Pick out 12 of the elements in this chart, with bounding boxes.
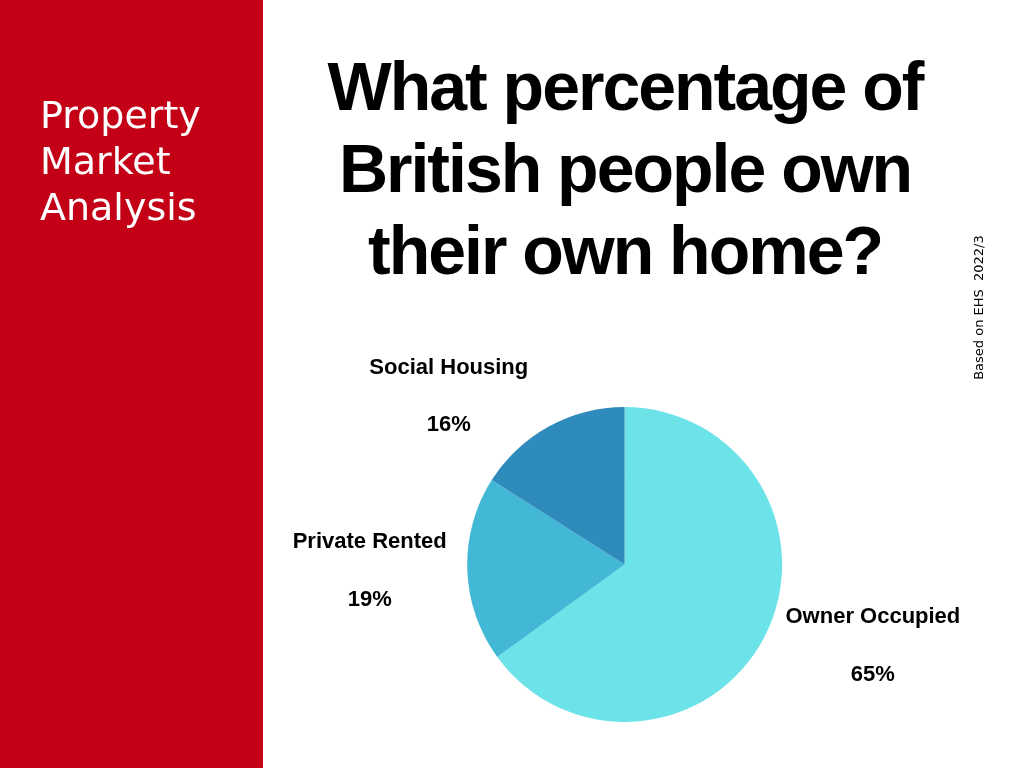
slice-label: Private Rented (292, 528, 447, 554)
data-label: 19% (347, 585, 392, 611)
slice-label: Owner Occupied (785, 603, 961, 629)
data-label: 65% (850, 660, 895, 686)
data-label: 16% (426, 411, 471, 437)
pie-slice (467, 480, 625, 658)
pie-slice (497, 407, 782, 722)
chart-subtitle: Property Market Analysis (40, 92, 202, 230)
pie-slice (491, 407, 625, 565)
chart-title: What percentage of British people own their own home? (326, 47, 925, 290)
slice-label: Social Housing (369, 353, 529, 379)
text: Based on EHS 2022/3 (971, 235, 987, 380)
